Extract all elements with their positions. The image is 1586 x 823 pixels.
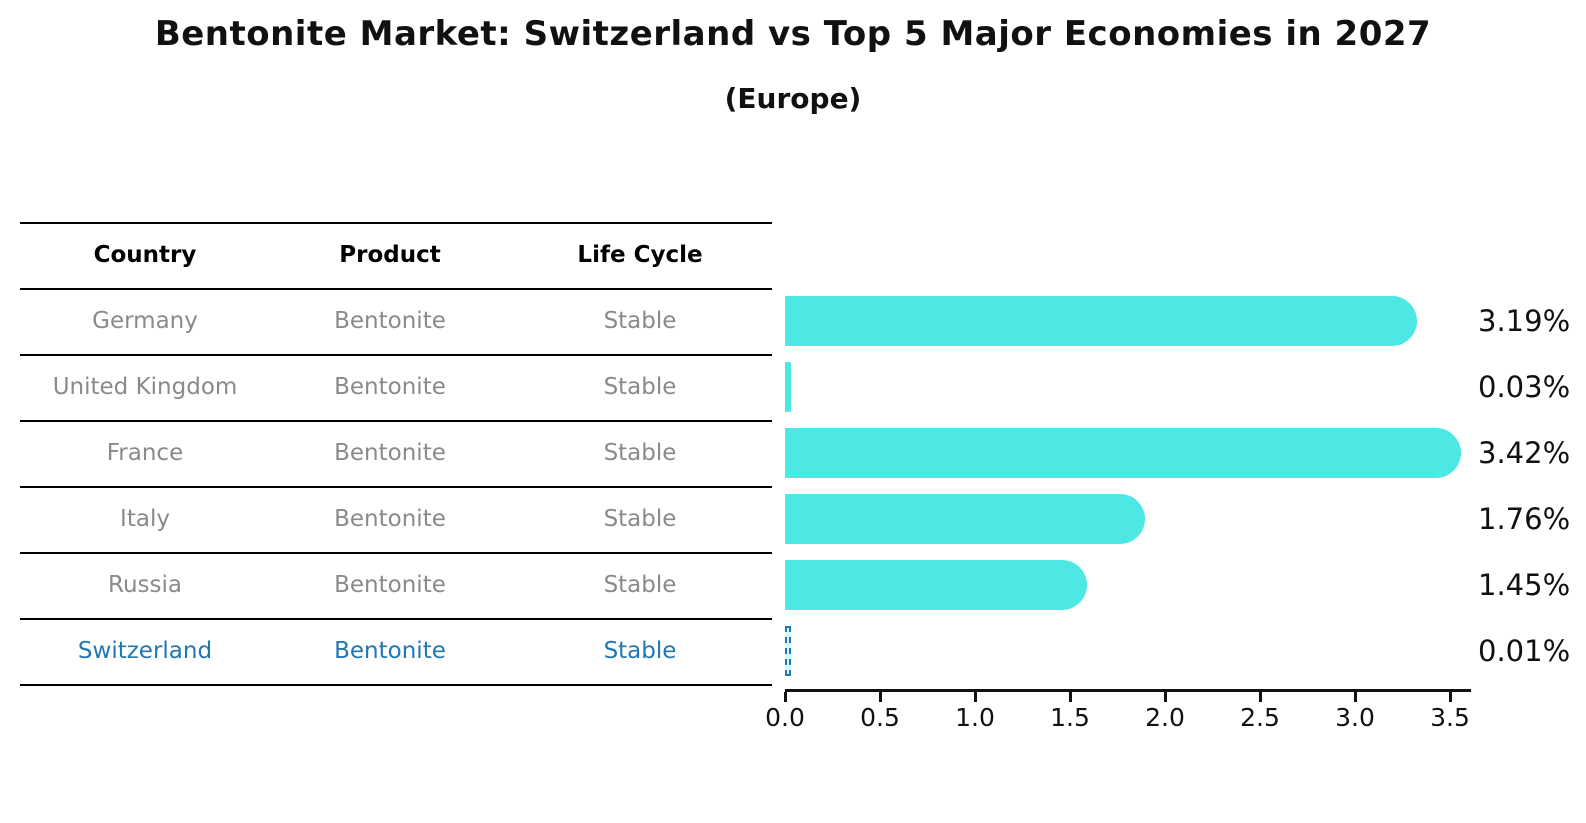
cell-product: Bentonite [334,506,446,532]
x-tick-label: 3.5 [1430,703,1470,732]
x-tick-mark [1164,692,1167,702]
x-tick-mark [784,692,787,702]
chart-title: Bentonite Market: Switzerland vs Top 5 M… [154,14,1432,54]
x-tick-label: 3.0 [1335,703,1375,732]
cell-lifecycle: Stable [603,506,677,532]
column-header-lifecycle: Life Cycle [577,242,703,268]
bar-highlighted-switzerland [785,626,791,676]
cell-country: France [106,440,184,466]
cell-country: Russia [108,572,182,598]
cell-product: Bentonite [334,374,446,400]
bar-value-label: 0.03% [1478,370,1571,404]
column-header-product: Product [339,242,441,268]
table-header-row: Country Product Life Cycle [0,222,772,288]
cell-country: Italy [120,506,170,532]
table-horizontal-line [20,486,772,488]
table-horizontal-line [20,684,772,686]
cell-country: United Kingdom [52,374,238,400]
bar-russia [785,560,1087,610]
x-tick-mark [1069,692,1072,702]
cell-lifecycle: Stable [603,308,677,334]
x-axis-spine [785,689,1471,692]
x-tick-mark [974,692,977,702]
cell-product: Bentonite [334,638,446,664]
cell-country: Switzerland [77,638,213,664]
bar-germany [785,296,1418,346]
table-horizontal-line [20,222,772,224]
cell-product: Bentonite [334,440,446,466]
table-horizontal-line [20,420,772,422]
column-header-country: Country [93,242,197,268]
table-row: United Kingdom Bentonite Stable [0,354,772,420]
x-tick-label: 1.0 [955,703,995,732]
x-tick-mark [1259,692,1262,702]
cell-product: Bentonite [334,308,446,334]
table-horizontal-line [20,618,772,620]
cell-lifecycle: Stable [603,374,677,400]
x-tick-label: 0.5 [860,703,900,732]
cell-product: Bentonite [334,572,446,598]
cell-country: Germany [92,308,198,334]
x-tick-label: 2.0 [1145,703,1185,732]
table-horizontal-line [20,288,772,290]
table-row: Italy Bentonite Stable [0,486,772,552]
x-tick-mark [879,692,882,702]
table-row: Switzerland Bentonite Stable [0,618,772,684]
bar-value-label: 1.76% [1478,502,1571,536]
x-tick-label: 0.0 [765,703,805,732]
x-tick-mark [1449,692,1452,702]
bar-value-label: 0.01% [1478,634,1571,668]
bar-france [785,428,1461,478]
cell-lifecycle: Stable [603,440,677,466]
cell-lifecycle: Stable [603,638,677,664]
cell-lifecycle: Stable [603,572,677,598]
chart-subtitle: (Europe) [724,82,862,115]
x-tick-label: 2.5 [1240,703,1280,732]
table-horizontal-line [20,354,772,356]
table-row: France Bentonite Stable [0,420,772,486]
x-tick-mark [1354,692,1357,702]
table-horizontal-line [20,552,772,554]
bar-value-label: 3.19% [1478,304,1571,338]
bar-value-label: 3.42% [1478,436,1571,470]
x-tick-label: 1.5 [1050,703,1090,732]
bar-value-label: 1.45% [1478,568,1571,602]
bar-united-kingdom [785,362,791,412]
table-row: Russia Bentonite Stable [0,552,772,618]
table-row: Germany Bentonite Stable [0,288,772,354]
bar-italy [785,494,1146,544]
